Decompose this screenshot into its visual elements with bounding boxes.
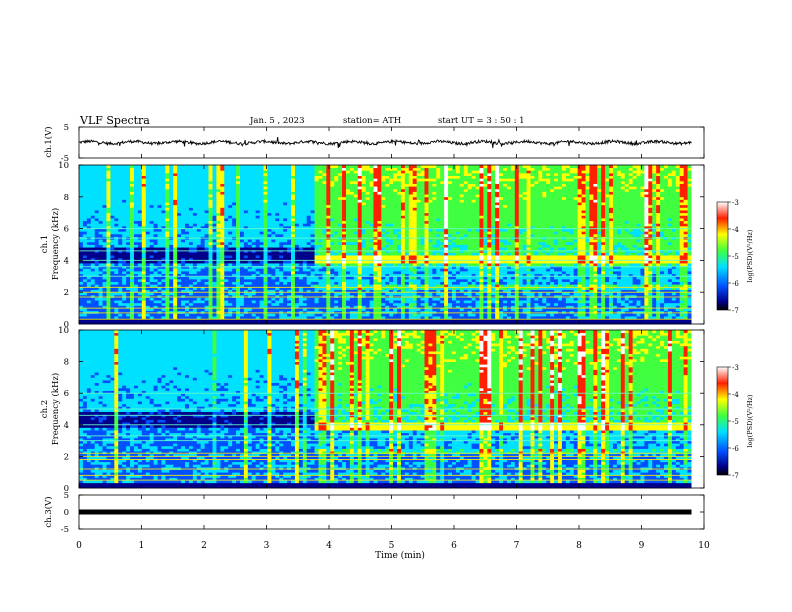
- time-axis: 0 1 2 3 4 5 6 7 8 9 10: [76, 127, 710, 551]
- time-tick-label: 7: [514, 541, 520, 551]
- colorbar-tick-label: -4: [732, 226, 739, 234]
- time-tick-label: 3: [264, 541, 270, 551]
- start-time-label: start UT = 3 : 50 : 1: [438, 116, 525, 126]
- ch3-waveform-ytick-label: 5: [64, 491, 69, 501]
- ch1-waveform-ytick-label: 5: [64, 123, 69, 133]
- ch1-spectrogram-ytick-label: 6: [64, 225, 69, 235]
- time-tick-label: 6: [451, 541, 457, 551]
- colorbar-tick-label: -7: [732, 472, 739, 480]
- ch3-waveform-line: [79, 509, 692, 515]
- ch2-spectrogram-panel: 0 2 4 6 8 10 ch.2 Frequency (kHz): [40, 326, 705, 494]
- time-tick-label: 10: [698, 541, 710, 551]
- colorbar-tick-label: -6: [732, 445, 739, 453]
- time-tick-label: 5: [389, 541, 395, 551]
- colorbar-tick-label: -5: [732, 418, 739, 426]
- ch1-waveform-panel: 5 -5 ch.1(V): [43, 123, 705, 164]
- ch2-spectrogram-channel-label: ch.2: [40, 400, 50, 418]
- ch2-spectrogram-ytick-label: 4: [64, 421, 69, 431]
- ch1-spectrogram-ytick-label: 4: [64, 256, 69, 266]
- ch2-spectrogram-ytick-label: 10: [58, 326, 69, 336]
- ch1-spectrogram-ytick-label: 10: [58, 161, 69, 171]
- ch2-spectrogram-ytick-label: 2: [64, 452, 69, 462]
- ch3-waveform-panel: 5 0 -5 ch.3(V): [43, 491, 705, 535]
- time-axis-label: Time (min): [375, 550, 425, 561]
- time-tick-label: 9: [639, 541, 645, 551]
- colorbar-gradient: [716, 366, 729, 476]
- ch1-waveform-ytick-label: -5: [61, 154, 69, 164]
- ch1-colorbar: -3 -4 -5 -6 -7 log(PSD)(V²/Hz): [716, 199, 754, 315]
- colorbar-tick-label: -3: [732, 364, 739, 372]
- time-tick-label: 2: [201, 541, 207, 551]
- ch1-spectrogram-channel-label: ch.1: [40, 235, 50, 253]
- time-tick-label: 1: [139, 541, 145, 551]
- ch3-waveform-ytick-label: -5: [61, 525, 69, 535]
- date-label: Jan. 5 , 2023: [249, 116, 305, 126]
- colorbar-label: log(PSD)(V²/Hz): [746, 394, 754, 447]
- ch2-colorbar: -3 -4 -5 -6 -7 log(PSD)(V²/Hz): [716, 364, 754, 480]
- station-label: station= ATH: [343, 116, 401, 126]
- ch3-waveform-ylabel: ch.3(V): [43, 496, 54, 527]
- ch2-spectrogram-ytick-label: 8: [64, 358, 69, 368]
- ch1-spectrogram-ytick-label: 0: [64, 320, 69, 330]
- time-tick-label: 0: [76, 541, 82, 551]
- colorbar-tick-label: -6: [732, 280, 739, 288]
- colorbar-tick-label: -4: [732, 391, 739, 399]
- ch1-spectrogram-ytick-label: 2: [64, 288, 69, 298]
- ch2-spectrogram-ylabel: Frequency (kHz): [50, 373, 61, 445]
- time-tick-label: 4: [326, 541, 332, 551]
- ch3-waveform-ytick-label: 0: [64, 508, 69, 518]
- colorbar-tick-label: -5: [732, 253, 739, 261]
- time-tick-label: 8: [576, 541, 582, 551]
- ch1-waveform-line: [78, 137, 692, 148]
- ch1-spectrogram-ytick-label: 8: [64, 193, 69, 203]
- colorbar-label: log(PSD)(V²/Hz): [746, 229, 754, 282]
- ch2-spectrogram-ytick-label: 6: [64, 389, 69, 399]
- colorbar-tick-label: -3: [732, 199, 739, 207]
- ch2-spectrogram-ytick-label: 0: [64, 484, 69, 494]
- ch1-spectrogram-ylabel: Frequency (kHz): [50, 208, 61, 280]
- ch1-spectrogram-panel: 0 2 4 6 8 10 ch.1 Frequency (kHz): [40, 161, 705, 330]
- colorbar-gradient: [716, 201, 729, 311]
- figure-title: VLF Spectra: [79, 114, 150, 127]
- colorbar-tick-label: -7: [732, 307, 739, 315]
- ch1-waveform-ylabel: ch.1(V): [43, 126, 54, 157]
